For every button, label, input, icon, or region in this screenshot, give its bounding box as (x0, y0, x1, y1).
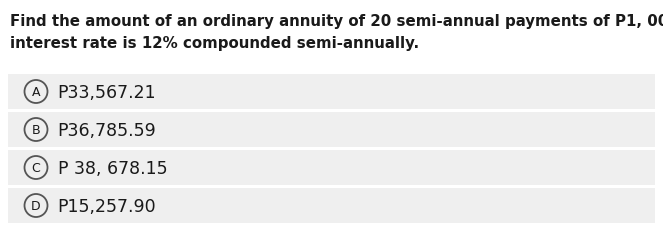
Text: P 38, 678.15: P 38, 678.15 (58, 159, 167, 177)
Text: P33,567.21: P33,567.21 (58, 83, 156, 101)
Text: P36,785.59: P36,785.59 (58, 121, 156, 139)
FancyBboxPatch shape (8, 150, 655, 185)
FancyBboxPatch shape (8, 75, 655, 109)
FancyBboxPatch shape (8, 113, 655, 147)
Text: Find the amount of an ordinary annuity of 20 semi-annual payments of P1, 000 if: Find the amount of an ordinary annuity o… (10, 14, 663, 29)
Text: P15,257.90: P15,257.90 (58, 197, 156, 215)
Text: C: C (32, 161, 40, 174)
Text: A: A (32, 86, 40, 99)
Text: D: D (31, 199, 41, 212)
FancyBboxPatch shape (8, 188, 655, 223)
Text: B: B (32, 123, 40, 136)
Text: interest rate is 12% compounded semi-annually.: interest rate is 12% compounded semi-ann… (10, 36, 419, 51)
